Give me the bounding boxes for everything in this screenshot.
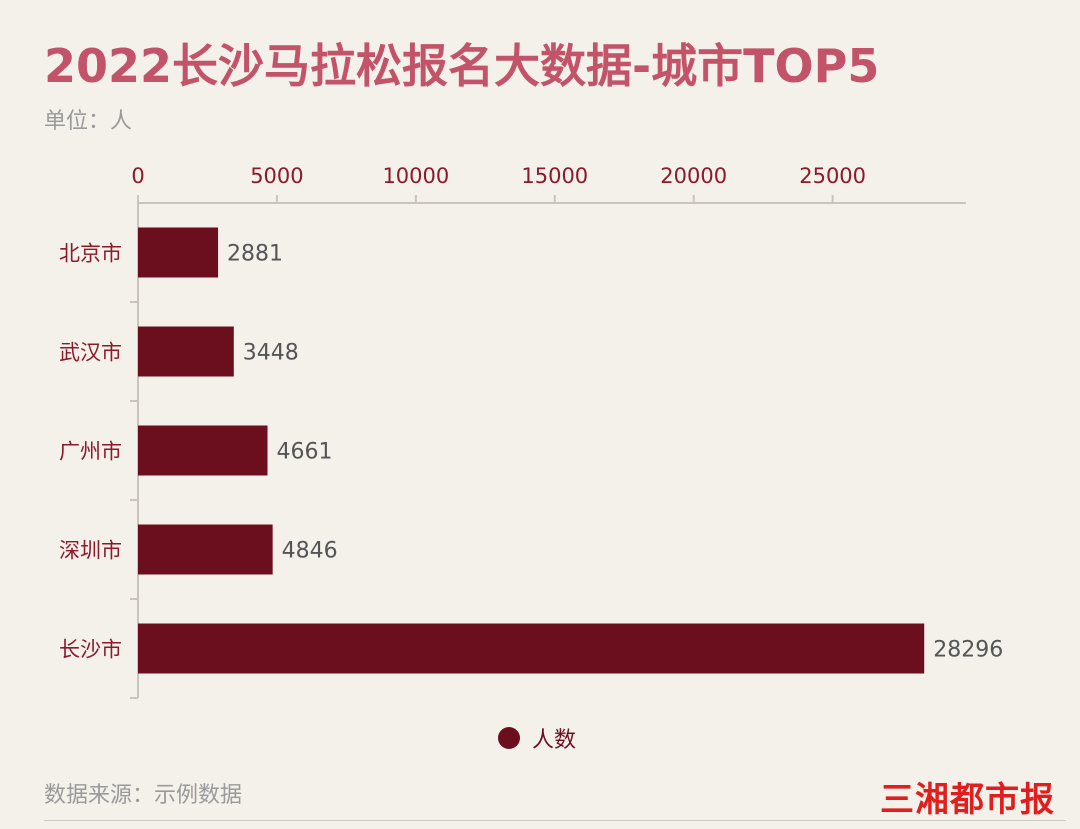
bar: [138, 425, 268, 476]
x-tick-label: 25000: [799, 164, 866, 188]
category-label: 深圳市: [59, 539, 122, 563]
data-label: 4661: [277, 440, 333, 465]
legend-swatch: [498, 727, 520, 749]
legend-label: 人数: [532, 728, 577, 753]
x-tick-label: 20000: [660, 164, 727, 188]
category-label: 北京市: [59, 242, 122, 266]
data-label: 28296: [933, 638, 1003, 663]
legend: 人数: [498, 722, 576, 754]
x-tick-label: 5000: [250, 164, 303, 188]
category-label: 广州市: [59, 440, 122, 464]
x-tick-label: 10000: [382, 164, 449, 188]
data-label: 4846: [282, 539, 338, 564]
bar: [138, 524, 273, 575]
bar: [138, 227, 219, 278]
category-label: 长沙市: [59, 638, 122, 662]
bar: [138, 623, 925, 674]
bar: [138, 326, 234, 377]
data-source: 数据来源：示例数据: [44, 783, 243, 808]
data-label: 3448: [243, 341, 299, 366]
bottom-divider: [44, 820, 1066, 821]
x-tick-label: 0: [131, 164, 144, 188]
x-tick-label: 15000: [521, 164, 588, 188]
category-label: 武汉市: [59, 341, 122, 365]
chart-title: 2022长沙马拉松报名大数据-城市TOP5: [44, 39, 880, 93]
unit-label: 单位：人: [44, 109, 133, 134]
data-label: 2881: [227, 242, 283, 267]
newspaper-logo: 三湘都市报: [880, 780, 1055, 820]
